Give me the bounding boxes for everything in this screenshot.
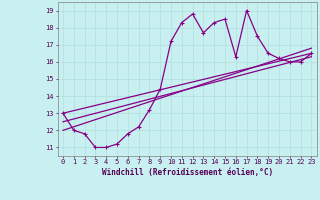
X-axis label: Windchill (Refroidissement éolien,°C): Windchill (Refroidissement éolien,°C) xyxy=(102,168,273,177)
